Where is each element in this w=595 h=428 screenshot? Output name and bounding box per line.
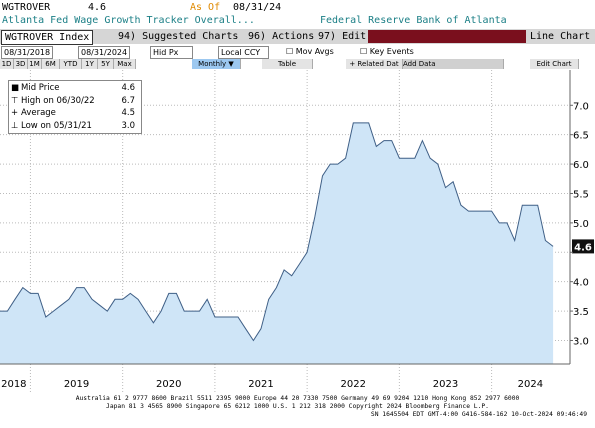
legend-value: 3.0 — [121, 120, 135, 131]
x-tick-label: 2020 — [156, 379, 181, 390]
range-button[interactable]: 1M — [28, 59, 42, 69]
y-tick-label: 6.0 — [573, 160, 589, 171]
footer-line: Australia 61 2 9777 8600 Brazil 5511 239… — [75, 395, 520, 402]
period-select[interactable]: Monthly ▼ — [192, 59, 241, 69]
currency-select[interactable]: Local CCY — [218, 46, 270, 59]
toolbar-bar — [368, 30, 526, 43]
field-select[interactable]: Hid Px — [150, 46, 194, 59]
suggested-button[interactable]: 94) Suggested Charts — [118, 31, 239, 42]
y-tick-label: 6.5 — [573, 131, 589, 142]
x-tick-label: 2019 — [64, 379, 89, 390]
as-of-date: 08/31/24 — [233, 2, 282, 13]
range-button[interactable]: 1Y — [82, 59, 98, 69]
y-tick-label: 7.0 — [573, 101, 589, 112]
legend-icon: ⊤ — [11, 95, 19, 106]
edit-button[interactable]: 97) Edit — [318, 31, 367, 42]
y-tick-label: 3.0 — [573, 336, 589, 347]
range-button[interactable]: YTD — [60, 59, 82, 69]
key-events-label: Key Events — [369, 47, 414, 56]
legend-row: ⊥ Low on 05/31/21 3.0 — [11, 120, 137, 132]
last-value-label: 4.6 — [574, 242, 592, 253]
chart-type[interactable]: Line Chart — [530, 31, 591, 42]
series-title: Atlanta Fed Wage Growth Tracker Overall.… — [2, 15, 255, 26]
y-tick-label: 5.0 — [573, 219, 589, 230]
range-button[interactable]: 1D — [0, 59, 14, 69]
ticker: WGTROVER — [2, 2, 51, 13]
start-date[interactable]: 08/31/2018 — [1, 46, 54, 59]
mov-avgs[interactable]: ☐ Mov Avgs — [286, 47, 334, 56]
last-value-box — [572, 239, 594, 254]
end-date[interactable]: 08/31/2024 — [78, 46, 131, 59]
range-button[interactable]: 3D — [14, 59, 28, 69]
last-price: 4.6 — [88, 2, 107, 13]
range-button[interactable]: 6M — [42, 59, 60, 69]
actions-button[interactable]: 96) Actions — [248, 31, 315, 42]
legend-label: High on 06/30/22 — [21, 95, 95, 106]
x-tick-label: 2023 — [433, 379, 458, 390]
footer-line: Japan 81 3 4565 8900 Singapore 65 6212 1… — [106, 403, 489, 410]
legend-icon: ⊥ — [11, 120, 19, 131]
y-tick-label: 3.5 — [573, 307, 589, 318]
legend-label: Low on 05/31/21 — [21, 120, 92, 131]
legend-label: Average — [21, 108, 56, 118]
legend: ■ Mid Price 4.6 ⊤ High on 06/30/22 6.7 + Averag… — [8, 80, 142, 134]
range-button[interactable]: 5Y — [98, 59, 114, 69]
chart: 4.6 3.0 3.5 4.0 5.0 5.5 6.0 6.5 7.0 2018 2019 2020 2… — [0, 70, 594, 394]
legend-value: 4.5 — [121, 108, 135, 118]
mov-avgs-label: Mov Avgs — [295, 47, 334, 56]
x-tick-label: 2022 — [341, 379, 366, 390]
table-button[interactable]: Table — [262, 59, 313, 69]
security-field[interactable]: WGTROVER Index — [1, 30, 94, 45]
legend-label: Mid Price — [21, 83, 60, 93]
as-of-label: As Of — [190, 2, 221, 13]
legend-value: 4.6 — [121, 83, 135, 93]
area — [0, 122, 554, 364]
y-tick-label: 5.5 — [573, 189, 589, 200]
key-events[interactable]: ☐ Key Events — [360, 47, 414, 56]
x-tick-label: 2024 — [518, 379, 543, 390]
range-button[interactable]: Max — [114, 59, 136, 69]
legend-icon: ■ — [11, 83, 20, 93]
legend-row: ⊤ High on 06/30/22 6.7 — [11, 95, 137, 107]
footer-line: SN 1645504 EDT GMT-4:00 G416-584-162 10-… — [370, 411, 587, 418]
footer: Australia 61 2 9777 8600 Brazil 5511 239… — [0, 395, 595, 428]
add-data[interactable]: Add Data — [403, 59, 504, 69]
edit-chart[interactable]: Edit Chart — [530, 59, 579, 69]
x-tick-label: 2018 — [1, 379, 26, 390]
source: Federal Reserve Bank of Atlanta — [320, 15, 507, 26]
x-tick-label: 2021 — [248, 379, 273, 390]
legend-row: ■ Mid Price 4.6 — [11, 82, 137, 94]
legend-row: + Average 4.5 — [11, 107, 137, 119]
legend-value: 6.7 — [121, 95, 135, 106]
y-tick-label: 4.0 — [573, 278, 589, 289]
related-button[interactable]: + Related Dat — [346, 59, 403, 69]
line — [0, 122, 554, 342]
legend-icon: + — [11, 108, 19, 118]
